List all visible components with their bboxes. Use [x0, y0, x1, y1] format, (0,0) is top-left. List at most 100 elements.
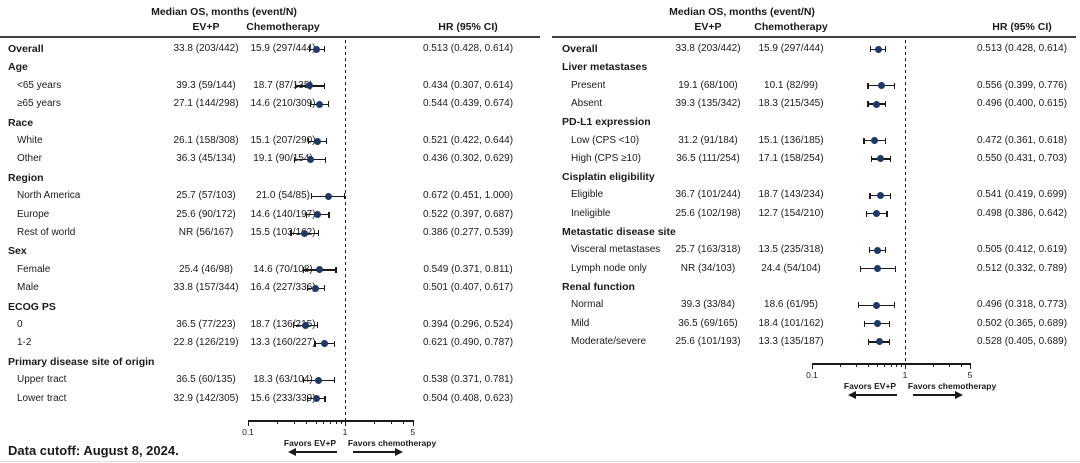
row-label: Mild — [571, 317, 590, 329]
ev-p-median-value: 25.7 (57/103) — [176, 190, 236, 202]
ci-lower-cap — [308, 138, 310, 145]
favors-chemotherapy-label: Favors chemotherapy — [907, 381, 997, 391]
group-header-row: Cisplatin eligibility — [550, 168, 1080, 186]
x-axis-major-tick — [345, 420, 346, 426]
subgroup-row: Low (CPS <10) 31.2 (91/184) 15.1 (136/185)… — [550, 132, 1080, 150]
chemotherapy-median-value: 18.7 (87/135) — [253, 79, 313, 91]
row-label: Lower tract — [17, 392, 67, 404]
ci-upper-cap — [889, 192, 892, 199]
subgroup-row: Ineligible 25.6 (102/198) 12.7 (154/210) 0.… — [550, 205, 1080, 223]
hr-point-marker — [871, 137, 879, 145]
subgroup-row: Lymph node only NR (34/103) 24.4 (54/104) 0… — [550, 260, 1080, 278]
row-label: Upper tract — [17, 374, 67, 386]
ci-upper-cap — [323, 82, 325, 89]
ci-lower-cap — [870, 46, 872, 53]
hr-ci-value: 0.498 (0.386, 0.642) — [976, 207, 1068, 219]
hr-ci-value: 0.522 (0.397, 0.687) — [422, 208, 514, 220]
header-rule — [0, 36, 540, 38]
chemotherapy-column-header: Chemotherapy — [246, 21, 320, 33]
hr-point-marker — [324, 192, 332, 200]
chemotherapy-median-value: 13.5 (235/318) — [758, 244, 824, 256]
chemotherapy-median-value: 15.1 (207/290) — [250, 135, 316, 146]
ci-lower-cap — [868, 247, 870, 254]
ci-lower-cap — [306, 395, 308, 402]
hr-point-marker — [302, 321, 310, 329]
x-axis-minor-tick — [856, 363, 858, 367]
row-label: Eligible — [571, 189, 604, 201]
subgroup-row: Overall 33.8 (203/442) 15.9 (297/444) 0.513… — [0, 40, 545, 58]
hr-point-marker — [876, 192, 884, 200]
ci-upper-cap — [317, 322, 319, 329]
ev-p-median-value: 33.8 (203/442) — [675, 43, 741, 54]
subgroup-row: Rest of world NR (56/167) 15.5 (103/162) 0.… — [0, 224, 545, 242]
x-axis-major-tick — [248, 420, 249, 426]
ci-upper-cap — [893, 302, 896, 309]
ci-upper-cap — [884, 101, 886, 108]
ev-p-median-value: 39.3 (33/84) — [681, 299, 735, 311]
x-axis-minor-tick — [884, 363, 886, 367]
hr-ci-value: 0.549 (0.371, 0.811) — [423, 263, 513, 275]
subgroup-row: Upper tract 36.5 (60/135) 18.3 (63/104) 0.5… — [0, 371, 545, 389]
chemotherapy-median-value: 12.7 (154/210) — [758, 207, 824, 219]
ci-lower-cap — [869, 192, 871, 199]
subgroup-row: Present 19.1 (68/100) 10.1 (82/99) 0.556 (0… — [550, 77, 1080, 95]
subgroup-row: <65 years 39.3 (59/144) 18.7 (87/135) 0.434… — [0, 77, 545, 95]
subgroup-row: ≥65 years 27.1 (144/298) 14.6 (210/309) 0.5… — [0, 95, 545, 113]
group-header-row: Race — [0, 114, 545, 132]
x-axis-minor-tick — [867, 363, 869, 367]
ev-p-median-value: 36.5 (60/135) — [176, 374, 236, 386]
ci-upper-cap — [323, 285, 326, 292]
ev-p-median-value: 26.1 (158/308) — [173, 135, 239, 146]
chemotherapy-median-value: 18.3 (215/345) — [758, 97, 824, 109]
chemotherapy-median-value: 18.3 (63/104) — [253, 374, 313, 386]
hr-point-marker — [873, 210, 881, 218]
ci-lower-cap — [290, 230, 292, 237]
x-axis-tick-label: 0.1 — [242, 427, 254, 437]
row-label: Liver metastases — [562, 61, 648, 74]
hr-ci-value: 0.544 (0.439, 0.674) — [422, 98, 514, 110]
favors-chemotherapy-arrow — [353, 451, 395, 453]
ev-p-median-value: 25.6 (102/198) — [675, 207, 741, 219]
chemotherapy-median-value: 10.1 (82/99) — [764, 79, 818, 91]
ci-lower-cap — [310, 193, 313, 200]
hr-ci-value: 0.528 (0.405, 0.689) — [976, 335, 1068, 347]
row-label: Normal — [571, 299, 604, 311]
hr-point-marker — [314, 137, 322, 145]
hr-point-marker — [301, 229, 309, 237]
x-axis-tick-label: 5 — [410, 427, 416, 437]
row-label: Lymph node only — [571, 262, 647, 274]
hr-column-header: HR (95% CI) — [438, 21, 498, 33]
hr-ci-value: 0.386 (0.277, 0.539) — [422, 227, 514, 238]
favors-evp-arrowhead — [848, 390, 856, 399]
subgroup-row: 1-2 22.8 (126/219) 13.3 (160/227) 0.621 (0.… — [0, 334, 545, 352]
ci-upper-cap — [333, 377, 336, 384]
x-axis-minor-tick — [294, 420, 296, 424]
ev-p-median-value: 33.8 (203/442) — [173, 43, 239, 54]
x-axis-minor-tick — [960, 363, 962, 367]
chemotherapy-median-value: 19.1 (90/154) — [253, 153, 313, 165]
row-label: PD-L1 expression — [562, 116, 651, 129]
ev-p-median-value: 36.5 (69/165) — [678, 317, 738, 329]
ci-lower-cap — [866, 210, 868, 217]
x-axis-minor-tick — [340, 420, 342, 424]
chemotherapy-median-value: 15.1 (136/185) — [758, 134, 824, 146]
row-label: High (CPS ≥10) — [571, 152, 641, 164]
ev-p-median-value: 25.7 (163/318) — [675, 244, 741, 256]
subgroup-row: Male 33.8 (157/344) 16.4 (227/336) 0.501 (0… — [0, 279, 545, 297]
hr-ci-value: 0.512 (0.332, 0.789) — [976, 262, 1068, 274]
x-axis-minor-tick — [306, 420, 308, 424]
x-axis-minor-tick — [323, 420, 325, 424]
row-label: Metastatic disease site — [562, 226, 676, 238]
ci-upper-cap — [334, 340, 336, 347]
ev-p-median-value: 27.1 (144/298) — [173, 98, 239, 110]
chemotherapy-median-value: 15.9 (297/444) — [250, 43, 316, 54]
subgroup-row: Visceral metastases 25.7 (163/318) 13.5 (2… — [550, 241, 1080, 259]
ev-p-median-value: 39.3 (135/342) — [675, 97, 741, 109]
ci-lower-cap — [863, 137, 865, 144]
row-label: Primary disease site of origin — [8, 355, 155, 368]
ci-upper-cap — [335, 266, 337, 273]
row-label: Overall — [562, 43, 598, 55]
hr-ci-value: 0.504 (0.408, 0.623) — [422, 392, 514, 404]
ci-upper-cap — [884, 137, 887, 144]
chemotherapy-median-value: 13.3 (135/187) — [758, 335, 824, 347]
